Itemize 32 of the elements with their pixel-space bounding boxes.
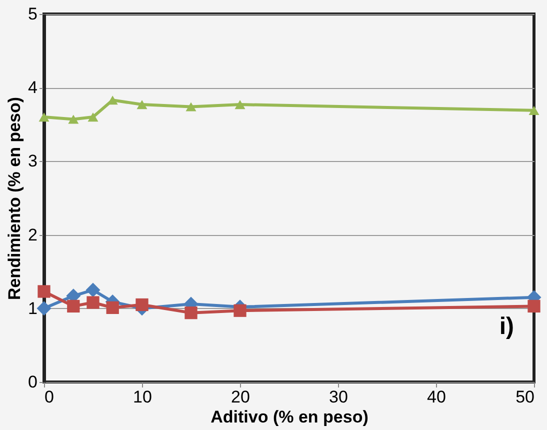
y-tick-label: 1 <box>28 298 38 318</box>
y-tick-label: 2 <box>28 225 38 244</box>
point <box>234 100 246 110</box>
point <box>234 304 246 317</box>
point <box>68 114 79 124</box>
point <box>136 100 148 110</box>
point <box>36 301 52 316</box>
annotation: i) <box>499 313 514 340</box>
point <box>184 306 198 320</box>
point <box>88 112 98 122</box>
point <box>528 300 540 313</box>
point <box>67 300 80 313</box>
point <box>86 282 100 298</box>
x-tick-label: 50 <box>516 388 534 406</box>
point <box>528 106 540 115</box>
y-tick-label: 5 <box>28 4 38 24</box>
x-tick-label: 30 <box>329 388 348 406</box>
x-tick-label: 40 <box>427 388 446 406</box>
y-tick-label: 0 <box>28 372 38 392</box>
point <box>186 102 196 112</box>
y-axis-title: Rendimiento (% en peso) <box>5 96 24 300</box>
x-tick-label: 10 <box>133 388 152 406</box>
point <box>86 296 100 309</box>
x-axis-title: Aditivo (% en peso) <box>210 408 368 426</box>
x-tick-label: 0 <box>44 388 54 406</box>
point <box>38 112 50 122</box>
y-tick-label: 3 <box>28 152 38 171</box>
point <box>136 298 148 312</box>
y-tick-label: 4 <box>28 78 38 98</box>
point <box>106 301 119 314</box>
x-tick-label: 20 <box>231 388 250 406</box>
point <box>38 285 50 298</box>
